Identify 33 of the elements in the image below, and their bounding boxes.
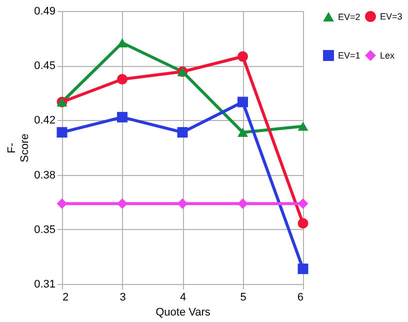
x-tick-label: 4 (180, 292, 186, 304)
x-tick-label: 5 (240, 292, 246, 304)
point (177, 127, 188, 138)
y-tick-label: 0.49 (34, 6, 56, 18)
y-tick-label: 0.45 (34, 60, 56, 72)
point (117, 198, 128, 209)
x-axis-title: Quote Vars (156, 306, 211, 318)
legend-label: Lex (380, 50, 396, 60)
point (177, 198, 188, 209)
y-axis-title: F- Score (6, 134, 32, 162)
point (117, 112, 128, 122)
x-tick-label: 6 (297, 292, 304, 304)
legend-label: EV=2 (338, 12, 360, 22)
y-tick-label: 0.38 (34, 169, 56, 182)
y-tick-label: 0.42 (34, 114, 56, 127)
point (298, 264, 308, 274)
point (56, 198, 68, 209)
point (238, 128, 248, 137)
point (238, 198, 248, 209)
legend-label: EV=1 (338, 50, 360, 60)
point (298, 218, 308, 229)
point (117, 38, 128, 48)
x-tick-label: 2 (62, 292, 69, 304)
point (56, 127, 68, 138)
y-tick-label: 0.35 (34, 224, 56, 236)
point (298, 122, 308, 131)
y-tick-label: 0.31 (34, 278, 56, 290)
legend-label: EV=3 (380, 12, 402, 22)
x-tick-label: 3 (120, 292, 126, 304)
point (298, 198, 308, 209)
point (117, 74, 128, 84)
point (238, 96, 248, 108)
point (238, 51, 248, 62)
